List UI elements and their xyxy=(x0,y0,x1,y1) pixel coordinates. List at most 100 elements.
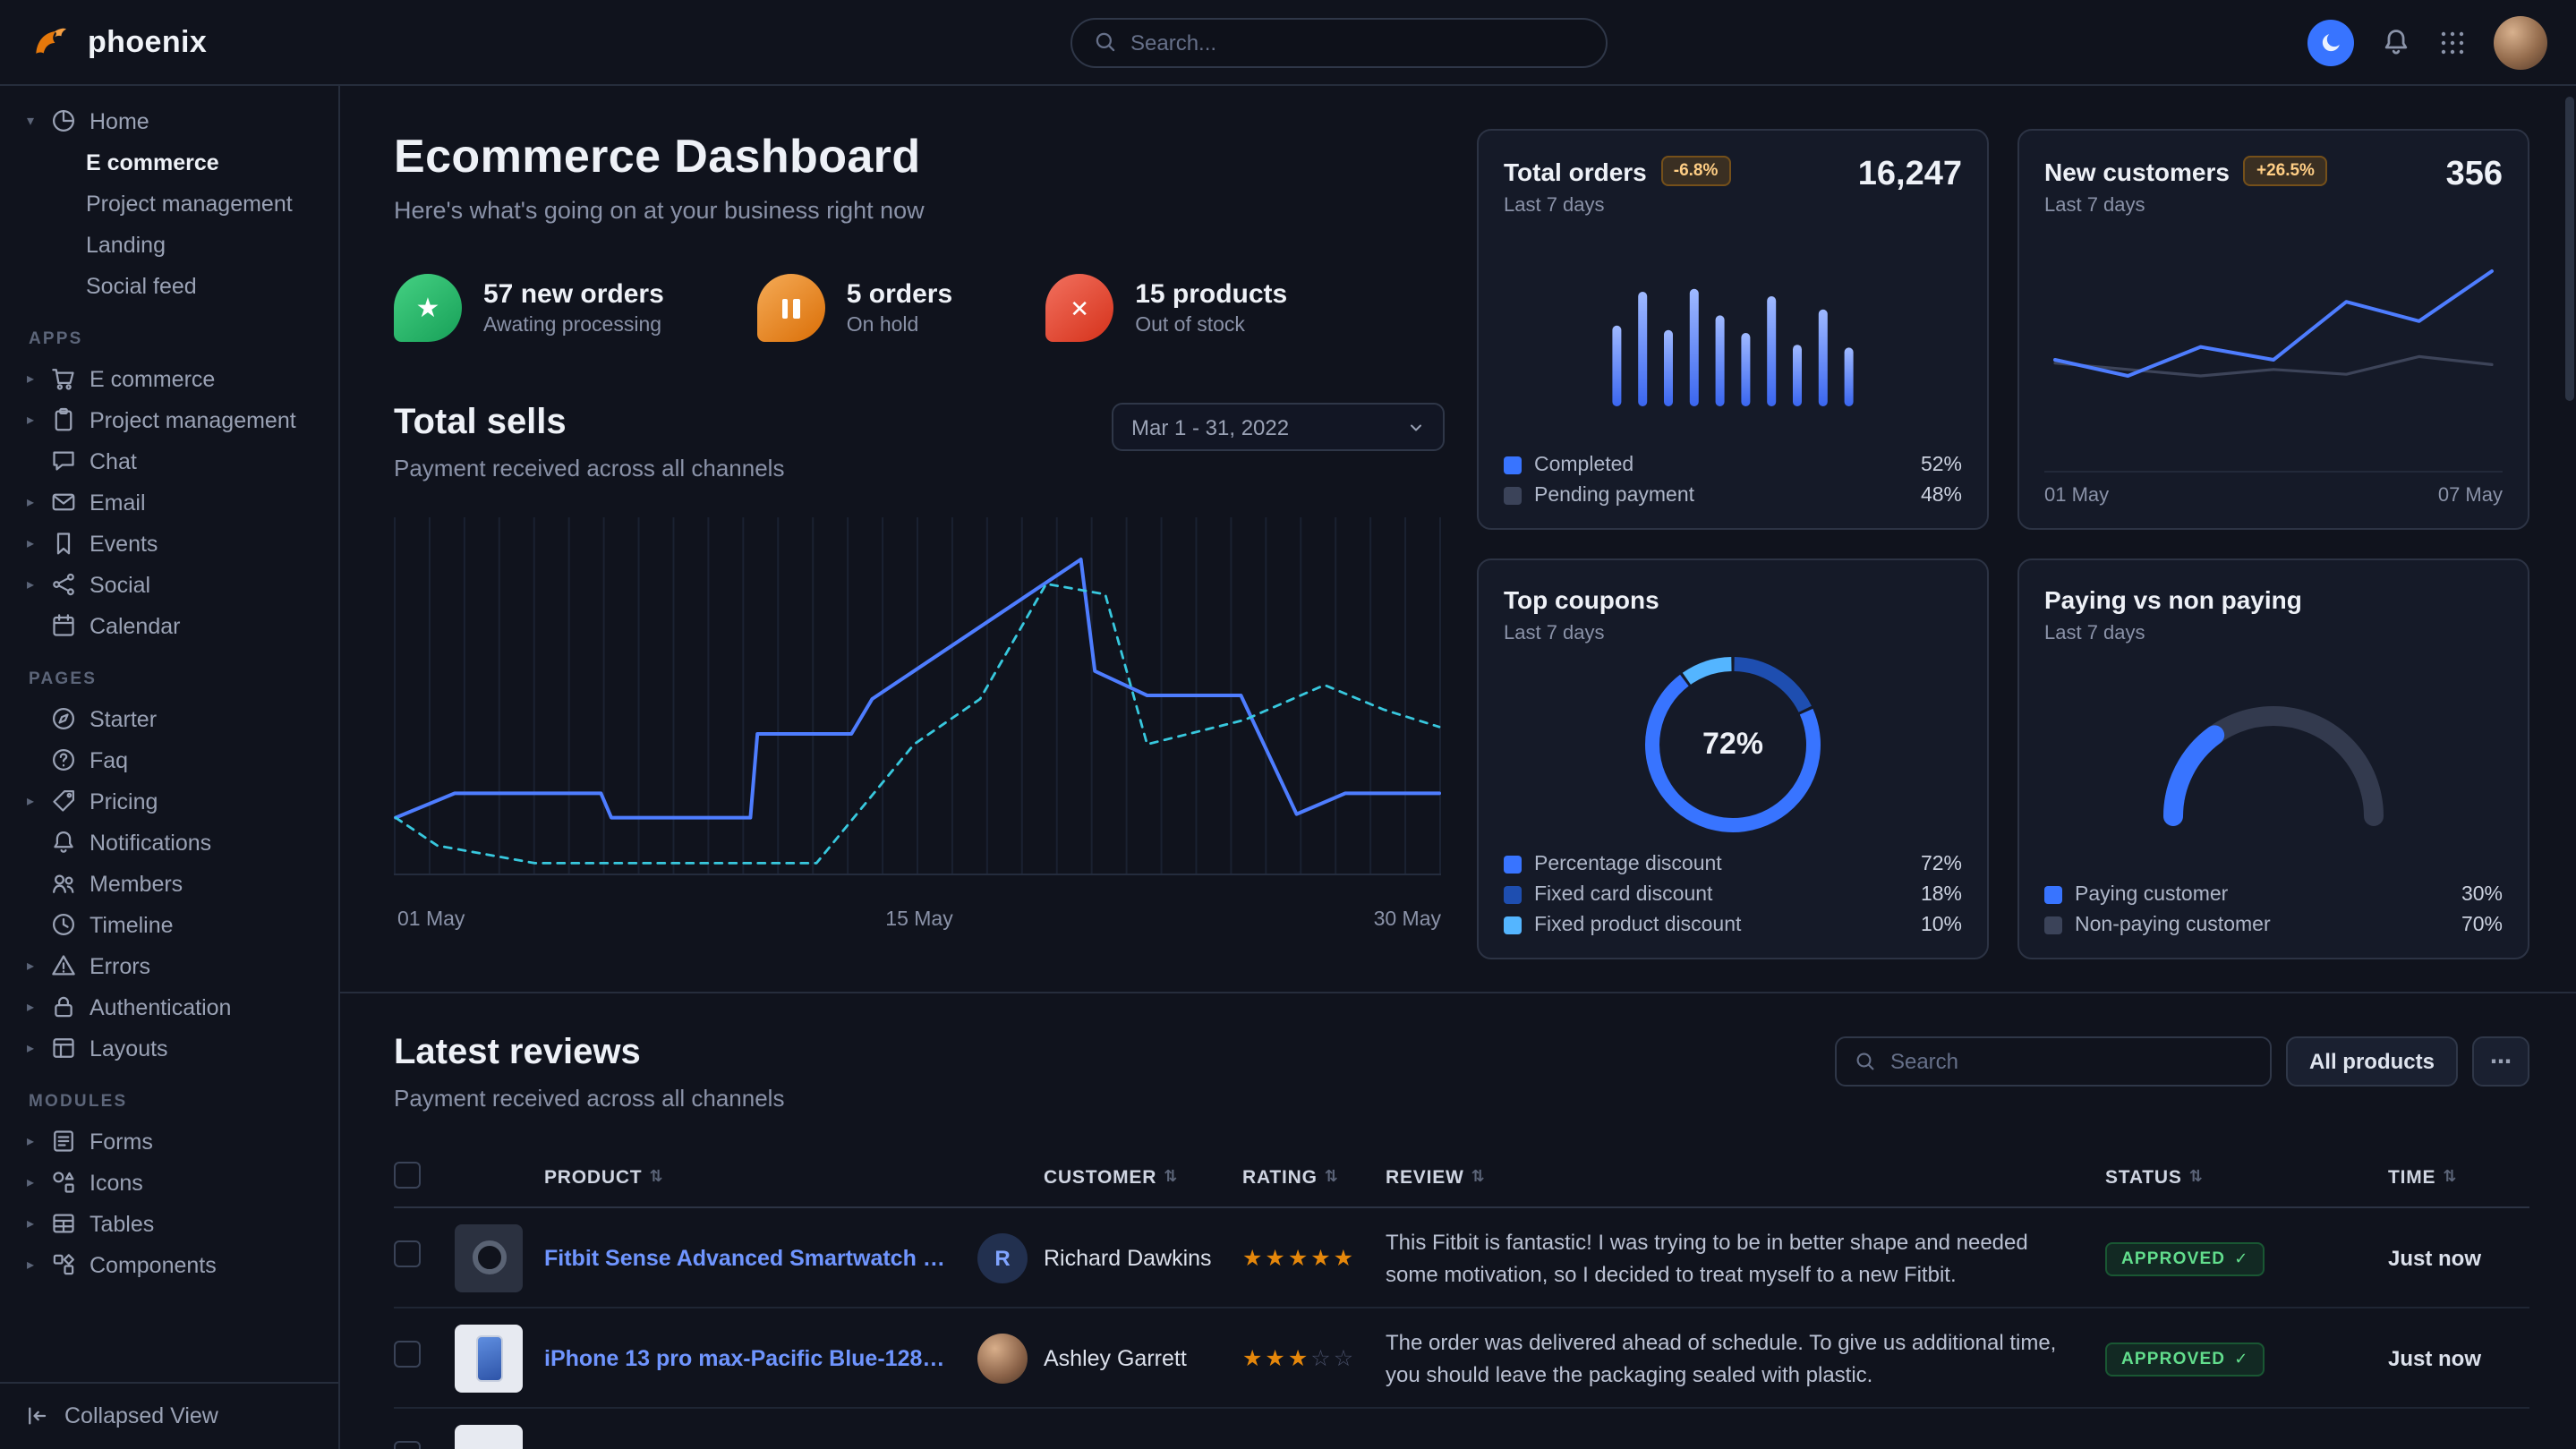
product-link[interactable]: iPhone 13 pro max-Pacific Blue-128GB sto… xyxy=(544,1345,952,1370)
sidebar-item-layouts[interactable]: ▸ Layouts xyxy=(0,1027,338,1069)
global-search[interactable] xyxy=(1070,17,1607,67)
stats-row: ★57 new ordersAwating processing5 orders… xyxy=(394,274,1445,342)
pause-icon xyxy=(782,298,800,318)
column-header-customer[interactable]: CUSTOMER⇅ xyxy=(977,1166,1242,1188)
brand[interactable]: phoenix xyxy=(29,20,207,64)
x-tick: 30 May xyxy=(1374,909,1441,931)
brand-name: phoenix xyxy=(88,24,207,60)
sort-icon: ⇅ xyxy=(1325,1167,1339,1187)
column-header-status[interactable]: STATUS⇅ xyxy=(2105,1166,2313,1188)
review-text: This Fitbit is fantastic! I was trying t… xyxy=(1386,1225,2105,1290)
components-icon xyxy=(50,1251,77,1278)
stat-title: 15 products xyxy=(1135,279,1287,310)
new-customers-card: New customers +26.5% Last 7 days 356 01 … xyxy=(2017,129,2529,530)
search-icon xyxy=(1855,1051,1876,1072)
sidebar-section-label: PAGES xyxy=(29,669,338,689)
product-thumbnail xyxy=(455,1424,523,1449)
sidebar-item-social-feed[interactable]: Social feed xyxy=(0,265,338,306)
chevron-down-icon xyxy=(1407,418,1425,436)
sidebar-item-landing[interactable]: Landing xyxy=(0,224,338,265)
sidebar-item-components[interactable]: ▸Components xyxy=(0,1244,338,1285)
table-row: iPhone 13 pro max-Pacific Blue-128GB sto… xyxy=(394,1308,2529,1409)
all-products-button[interactable]: All products xyxy=(2286,1036,2458,1087)
scrollbar-thumb[interactable] xyxy=(2564,97,2573,401)
row-checkbox[interactable] xyxy=(394,1440,421,1449)
sidebar-item-errors[interactable]: ▸Errors xyxy=(0,945,338,986)
reviews-search-input[interactable] xyxy=(1890,1049,2252,1074)
legend-value: 18% xyxy=(1921,884,1962,906)
legend-row: Pending payment48% xyxy=(1504,485,1962,507)
notifications-bell-icon[interactable] xyxy=(2381,27,2411,57)
stat-title: 57 new orders xyxy=(483,279,664,310)
card-value: 356 xyxy=(2446,156,2503,195)
column-header-product[interactable]: PRODUCT⇅ xyxy=(455,1166,977,1188)
sidebar-item-project-management[interactable]: Project management xyxy=(0,183,338,224)
sidebar: ▾HomeE commerceProject managementLanding… xyxy=(0,86,340,1449)
review-text: The order was delivered ahead of schedul… xyxy=(1386,1325,2105,1390)
stat-15-products: ✕15 productsOut of stock xyxy=(1045,274,1287,342)
stat-caption: Out of stock xyxy=(1135,315,1287,337)
reviews-search[interactable] xyxy=(1835,1036,2272,1087)
caret-right-icon: ▸ xyxy=(23,1040,38,1056)
total-orders-chart xyxy=(1504,217,1962,444)
sidebar-item-icons[interactable]: ▸Icons xyxy=(0,1162,338,1203)
sidebar-item-starter[interactable]: Starter xyxy=(0,698,338,739)
sidebar-item-e-commerce[interactable]: E commerce xyxy=(0,141,338,183)
caret-down-icon: ▾ xyxy=(23,113,38,129)
column-header-review[interactable]: REVIEW⇅ xyxy=(1386,1166,2105,1188)
sidebar-item-authentication[interactable]: ▸Authentication xyxy=(0,986,338,1027)
sidebar-item-label: Authentication xyxy=(90,994,231,1019)
sidebar-item-notifications[interactable]: Notifications xyxy=(0,822,338,863)
form-icon xyxy=(50,1128,77,1155)
stat-caption: Awating processing xyxy=(483,315,664,337)
sidebar-item-label: Email xyxy=(90,490,146,515)
legend-label: Non-paying customer xyxy=(2075,915,2271,936)
legend-row: Completed52% xyxy=(1504,455,1962,476)
stat-caption: On hold xyxy=(847,315,952,337)
user-avatar[interactable] xyxy=(2494,15,2547,69)
pie-chart-icon xyxy=(50,107,77,134)
row-checkbox[interactable] xyxy=(394,1340,421,1367)
sidebar-item-label: Forms xyxy=(90,1129,153,1154)
sidebar-item-social[interactable]: ▸Social xyxy=(0,564,338,605)
legend-label: Paying customer xyxy=(2075,884,2228,906)
reviews-table-header: PRODUCT⇅CUSTOMER⇅RATING⇅REVIEW⇅STATUS⇅TI… xyxy=(394,1147,2529,1208)
apps-grid-icon[interactable] xyxy=(2438,28,2467,56)
stat-5-orders: 5 ordersOn hold xyxy=(757,274,952,342)
theme-toggle-moon-icon[interactable] xyxy=(2307,19,2354,65)
card-title: Paying vs non paying xyxy=(2044,585,2302,614)
sidebar-item-events[interactable]: ▸Events xyxy=(0,523,338,564)
column-header-rating[interactable]: RATING⇅ xyxy=(1242,1166,1386,1188)
sidebar-item-faq[interactable]: Faq xyxy=(0,739,338,780)
sidebar-item-forms[interactable]: ▸Forms xyxy=(0,1121,338,1162)
sidebar-item-members[interactable]: Members xyxy=(0,863,338,904)
sidebar-item-pricing[interactable]: ▸Pricing xyxy=(0,780,338,822)
row-checkbox[interactable] xyxy=(394,1240,421,1266)
customer-name: Richard Dawkins xyxy=(1044,1245,1212,1270)
reviews-title: Latest reviews xyxy=(394,1033,784,1074)
date-range-select[interactable]: Mar 1 - 31, 2022 xyxy=(1112,403,1445,451)
sidebar-item-label: E commerce xyxy=(90,366,215,391)
paying-legend: Paying customer30%Non-paying customer70% xyxy=(2044,884,2503,936)
legend-swatch xyxy=(1504,487,1522,505)
sidebar-item-home[interactable]: ▾Home xyxy=(0,100,338,141)
sidebar-item-e-commerce[interactable]: ▸E commerce xyxy=(0,358,338,399)
sidebar-item-tables[interactable]: ▸Tables xyxy=(0,1203,338,1244)
collapsed-view-toggle[interactable]: Collapsed View xyxy=(0,1381,338,1449)
sidebar-item-label: Starter xyxy=(90,706,157,731)
layout-icon xyxy=(50,1035,77,1061)
sidebar-item-email[interactable]: ▸Email xyxy=(0,482,338,523)
column-header-time[interactable]: TIME⇅ xyxy=(2313,1166,2529,1188)
sidebar-item-label: Calendar xyxy=(90,613,180,638)
search-input[interactable] xyxy=(1130,30,1583,55)
sidebar-item-chat[interactable]: Chat xyxy=(0,440,338,482)
sidebar-item-label: Layouts xyxy=(90,1036,168,1061)
legend-label: Fixed card discount xyxy=(1534,884,1712,906)
sidebar-item-timeline[interactable]: Timeline xyxy=(0,904,338,945)
sidebar-item-calendar[interactable]: Calendar xyxy=(0,605,338,646)
product-link[interactable]: Fitbit Sense Advanced Smartwatch with To… xyxy=(544,1245,952,1270)
more-options-button[interactable]: ⋯ xyxy=(2472,1036,2529,1087)
select-all-checkbox[interactable] xyxy=(394,1161,421,1188)
sidebar-item-project-management[interactable]: ▸Project management xyxy=(0,399,338,440)
calendar-icon xyxy=(50,612,77,639)
